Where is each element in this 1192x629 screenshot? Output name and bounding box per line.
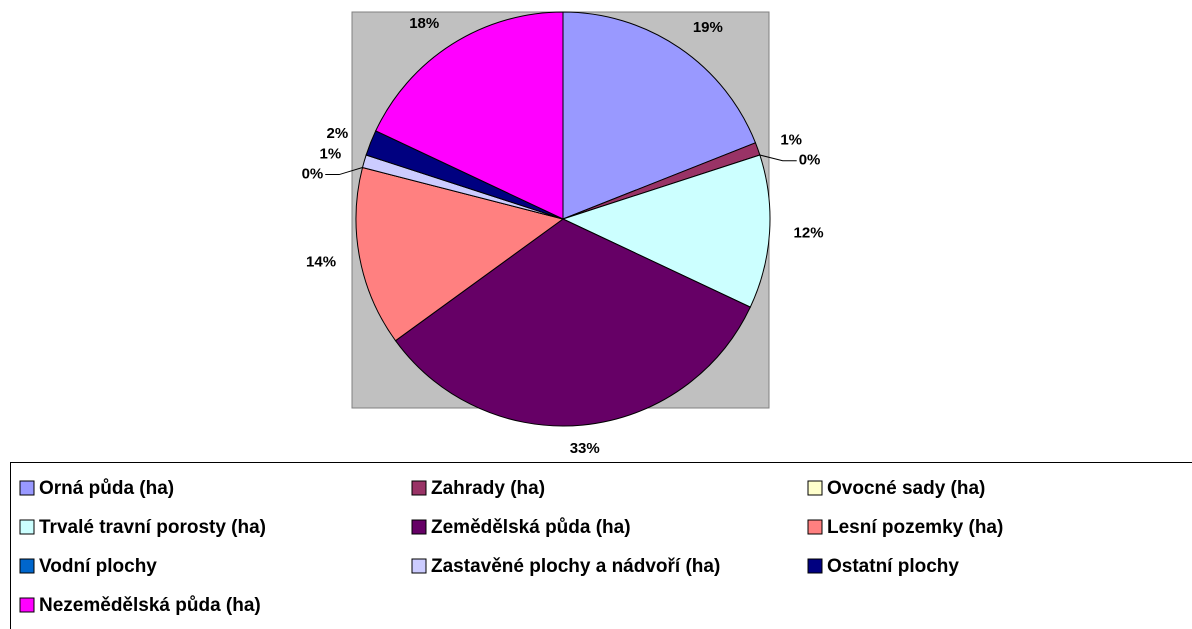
legend-swatch	[19, 480, 35, 496]
data-label: 1%	[780, 132, 802, 149]
legend-label: Vodní plochy	[39, 556, 157, 577]
legend-label: Ovocné sady (ha)	[827, 478, 985, 499]
data-label: 1%	[319, 146, 341, 163]
leader-line	[325, 167, 363, 176]
legend-label: Orná půda (ha)	[39, 478, 174, 499]
data-label: 0%	[799, 152, 821, 169]
data-label: 14%	[306, 253, 336, 270]
legend-swatch	[807, 558, 823, 574]
legend-swatch	[19, 519, 35, 535]
legend-label: Lesní pozemky (ha)	[827, 517, 1003, 538]
legend-label: Zahrady (ha)	[431, 478, 545, 499]
data-label: 18%	[409, 15, 439, 32]
data-label: 19%	[693, 19, 723, 36]
legend-swatch	[19, 558, 35, 574]
legend-swatch	[807, 480, 823, 496]
legend-label: Zemědělská půda (ha)	[431, 517, 631, 538]
data-label: 33%	[570, 440, 600, 457]
legend-label: Zastavěné plochy a nádvoří (ha)	[431, 556, 720, 577]
pie-slice	[355, 166, 565, 342]
legend-swatch	[411, 558, 427, 574]
legend-label: Nezemědělská půda (ha)	[39, 595, 261, 616]
legend-swatch	[807, 519, 823, 535]
legend-swatch	[19, 597, 35, 613]
data-label: 12%	[794, 224, 824, 241]
pie-slice	[561, 154, 771, 308]
legend-swatch	[411, 480, 427, 496]
pie-slice	[394, 218, 751, 427]
legend-label: Trvalé travní porosty (ha)	[39, 517, 266, 538]
data-label: 2%	[327, 125, 349, 142]
data-label: 0%	[302, 166, 324, 183]
pie-slice	[562, 11, 757, 220]
legend-swatch	[411, 519, 427, 535]
leader-line	[759, 154, 797, 162]
pie-slice	[375, 11, 564, 220]
legend-label: Ostatní plochy	[827, 556, 959, 577]
legend-box	[10, 462, 1192, 629]
